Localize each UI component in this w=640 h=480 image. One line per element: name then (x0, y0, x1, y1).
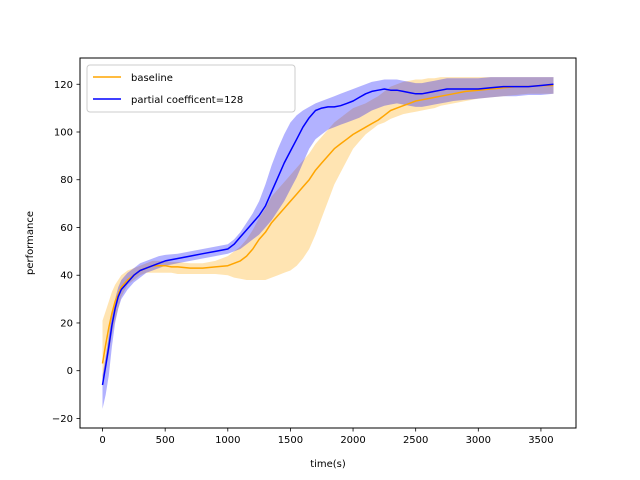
x-tick-label: 1000 (215, 435, 240, 446)
series-lines (101, 83, 554, 386)
y-tick-label: 120 (54, 80, 73, 91)
x-tick-label: 2500 (403, 435, 428, 446)
legend-box (86, 64, 296, 113)
y-axis-label: performance (25, 211, 36, 275)
x-tick-label: 3000 (466, 435, 491, 446)
x-tick-label: 3500 (528, 435, 553, 446)
x-tick-label: 0 (99, 435, 105, 446)
x-tick-label: 500 (156, 435, 175, 446)
x-axis-label: time(s) (310, 459, 346, 470)
x-axis-ticks: 0 500 1000 1500 2000 2500 3000 3500 (99, 428, 554, 446)
plot-frame (79, 57, 577, 429)
y-tick-label: 80 (60, 175, 73, 186)
line-series-1 (101, 83, 554, 386)
legend: baseline partial coefficent=128 (86, 64, 296, 113)
band-series-0 (102, 77, 554, 385)
confidence-bands (102, 77, 554, 409)
y-axis-ticks: −20 0 20 40 60 80 100 120 (52, 80, 80, 425)
y-tick-label: 100 (54, 128, 73, 139)
y-tick-label: 40 (60, 271, 73, 282)
y-tick-label: 20 (60, 318, 73, 329)
y-tick-label: 0 (67, 366, 73, 377)
x-tick-label: 1500 (278, 435, 303, 446)
band-series-1 (102, 77, 554, 409)
y-tick-label: 60 (60, 223, 73, 234)
legend-label-0: baseline (131, 73, 173, 84)
x-tick-label: 2000 (340, 435, 365, 446)
legend-label-1: partial coefficent=128 (131, 95, 243, 106)
y-tick-label: −20 (52, 414, 73, 425)
